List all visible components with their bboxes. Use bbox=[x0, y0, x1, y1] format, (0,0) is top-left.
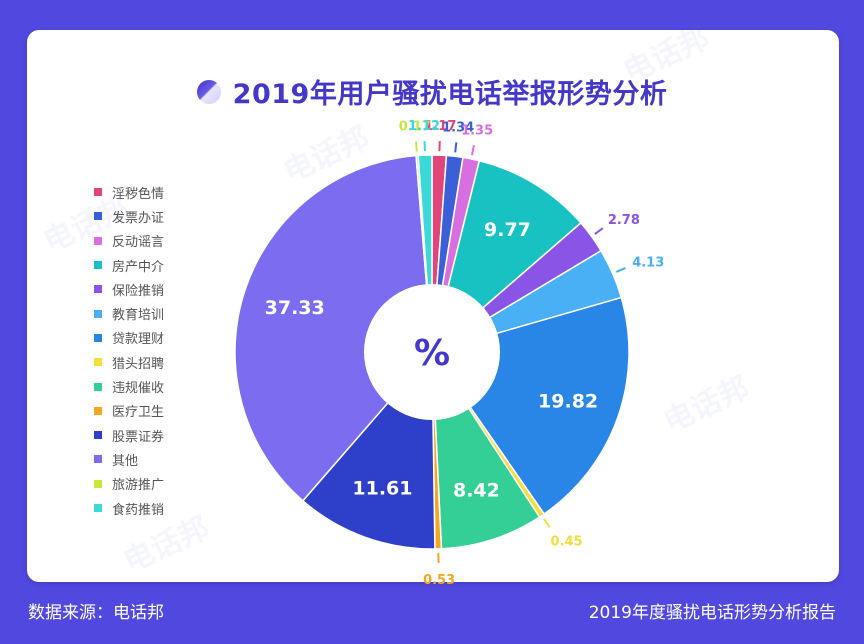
legend-item: 其他 bbox=[94, 447, 164, 471]
legend-swatch bbox=[94, 261, 102, 270]
data-source: 数据来源：电话邦 bbox=[28, 603, 164, 623]
chart-legend: 淫秽色情发票办证反动谣言房产中介保险推销教育培训贷款理财猎头招聘违规催收医疗卫生… bbox=[94, 180, 164, 520]
center-hole bbox=[364, 284, 500, 420]
legend-label: 反动谣言 bbox=[112, 235, 165, 251]
legend-swatch bbox=[94, 309, 102, 318]
legend-label: 保险推销 bbox=[112, 283, 165, 299]
legend-swatch bbox=[94, 431, 102, 440]
legend-item: 违规催收 bbox=[94, 374, 164, 398]
legend-label: 发票办证 bbox=[112, 210, 165, 226]
pie-slice bbox=[234, 154, 433, 502]
legend-item: 教育培训 bbox=[94, 301, 164, 325]
legend-label: 其他 bbox=[112, 453, 139, 469]
slice-value-label: 19.82 bbox=[538, 391, 598, 413]
legend-label: 教育培训 bbox=[112, 308, 165, 324]
legend-label: 医疗卫生 bbox=[112, 405, 165, 421]
slice-value-label: 0.53 bbox=[423, 573, 455, 588]
legend-swatch bbox=[94, 479, 102, 488]
legend-label: 贷款理财 bbox=[112, 332, 165, 348]
slice-value-label: 37.33 bbox=[265, 297, 325, 319]
legend-item: 贷款理财 bbox=[94, 326, 164, 350]
legend-swatch bbox=[94, 406, 102, 415]
legend-label: 食药推销 bbox=[112, 502, 165, 518]
center-label: % bbox=[414, 333, 450, 374]
report-title: 2019年度骚扰电话形势分析报告 bbox=[588, 603, 836, 623]
legend-item: 医疗卫生 bbox=[94, 399, 164, 423]
legend-item: 股票证券 bbox=[94, 423, 164, 447]
slice-value-label: 0.17 bbox=[399, 120, 431, 135]
legend-label: 违规催收 bbox=[112, 381, 165, 397]
legend-swatch bbox=[94, 333, 102, 342]
pie-chart-icon bbox=[196, 79, 221, 104]
legend-swatch bbox=[94, 212, 102, 221]
legend-swatch bbox=[94, 504, 102, 512]
legend-label: 猎头招聘 bbox=[112, 356, 165, 372]
legend-item: 保险推销 bbox=[94, 277, 164, 301]
legend-swatch bbox=[94, 455, 102, 464]
leader-line bbox=[415, 141, 418, 152]
slice-value-label: 0.45 bbox=[551, 534, 583, 549]
legend-swatch bbox=[94, 382, 102, 391]
chart-title: 2019年用户骚扰电话举报形势分析 bbox=[232, 79, 668, 110]
legend-item: 淫秽色情 bbox=[94, 180, 164, 204]
leader-line bbox=[543, 518, 551, 528]
legend-item: 发票办证 bbox=[94, 204, 164, 228]
legend-item: 旅游推广 bbox=[94, 472, 164, 496]
slice-value-label: 1.35 bbox=[461, 124, 493, 139]
slice-value-label: 2.78 bbox=[608, 213, 640, 228]
legend-label: 股票证券 bbox=[112, 429, 165, 445]
leader-line bbox=[594, 227, 604, 235]
leader-line bbox=[470, 145, 475, 156]
legend-label: 旅游推广 bbox=[112, 478, 165, 494]
chart-header: 2019年用户骚扰电话举报形势分析 bbox=[0, 72, 864, 111]
slice-value-label: 11.61 bbox=[352, 478, 412, 500]
legend-item: 房产中介 bbox=[94, 253, 164, 277]
slice-value-label: 9.77 bbox=[484, 219, 531, 241]
slice-value-label: 1.12 bbox=[408, 119, 440, 134]
legend-swatch bbox=[94, 285, 102, 294]
legend-item: 反动谣言 bbox=[94, 229, 164, 253]
leader-line bbox=[454, 142, 458, 153]
slice-value-label: 8.42 bbox=[453, 479, 500, 501]
legend-label: 淫秽色情 bbox=[112, 186, 165, 202]
legend-label: 房产中介 bbox=[112, 259, 165, 275]
legend-swatch bbox=[94, 188, 102, 197]
slice-value-label: 1.34 bbox=[442, 121, 474, 136]
legend-item: 猎头招聘 bbox=[94, 350, 164, 374]
legend-item: 食药推销 bbox=[94, 496, 164, 520]
legend-swatch bbox=[94, 358, 102, 367]
leader-line bbox=[615, 267, 626, 273]
slice-value-label: 1.17 bbox=[424, 119, 456, 134]
legend-swatch bbox=[94, 236, 102, 245]
slice-value-label: 4.13 bbox=[632, 256, 664, 271]
